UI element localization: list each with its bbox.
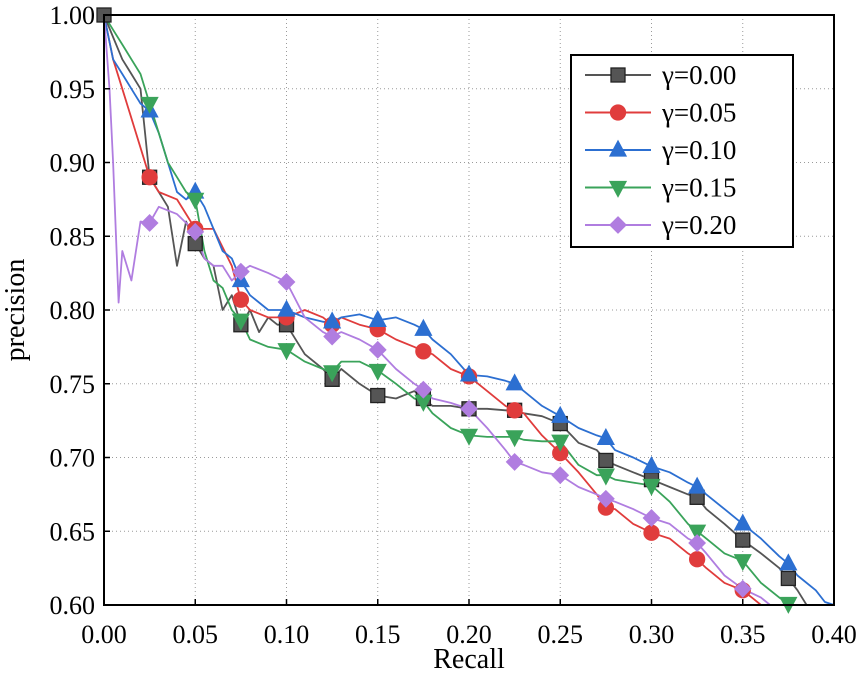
y-tick-label: 0.90 [50,149,96,178]
legend: γ=0.00 γ=0.05 γ=0.10 γ=0.15 γ=0.20 [570,54,794,248]
series-3-point [277,343,296,361]
series-4-point [596,489,615,508]
legend-label-0: γ=0.00 [661,60,736,90]
legend-marker-2 [608,139,628,157]
series-1-point [643,524,660,541]
series-0-point [370,387,386,404]
x-tick-label: 0.20 [446,620,492,649]
y-tick-label: 0.70 [50,444,96,473]
markers-group [96,7,798,614]
series-line-3 [104,15,789,605]
series-1-point [141,169,158,186]
series-3-point [140,96,159,114]
series-1-point [506,402,523,419]
series-3-point [459,428,479,446]
series-4-point [368,340,387,359]
series-4-point [642,509,661,527]
series-2-point [277,299,296,317]
series-4-point [414,380,433,399]
y-tick-label: 0.85 [50,222,96,251]
series-2-point [596,427,615,445]
legend-marker-4 [609,216,627,234]
series-4-point [323,327,342,346]
series-2-point [688,476,707,494]
y-tick-label: 0.65 [50,517,96,546]
series-3-point [231,313,250,331]
legend-label-3: γ=0.15 [661,173,736,203]
legend-label-4: γ=0.20 [661,210,736,240]
series-3-point [733,554,752,572]
series-0-point [735,532,751,548]
series-2-point [733,513,752,531]
series-2-point [505,373,524,391]
x-tick-label: 0.30 [629,620,675,649]
series-3-point [368,363,387,381]
legend-marker-1 [609,104,627,121]
series-line-4 [104,15,771,605]
x-tick-label: 0.35 [720,620,766,649]
legend-label-2: γ=0.10 [661,135,736,165]
series-2-point [414,318,433,336]
series-2-point [368,309,387,327]
y-tick-label: 0.60 [50,591,96,620]
series-1-point [688,551,706,568]
x-tick-label: 0.40 [811,620,857,649]
y-tick-label: 0.80 [50,296,96,325]
series-3-point [642,478,661,496]
y-tick-label: 0.75 [50,370,96,399]
series-2-point [459,364,479,382]
legend-marker-0 [610,67,626,83]
series-3-point [186,192,205,210]
series-3-point [505,430,524,448]
x-tick-label: 0.05 [173,620,219,649]
series-2-point [551,405,570,423]
series-4-point [460,399,478,418]
legend-marker-3 [608,180,628,198]
x-axis-title: Recall [433,644,505,675]
series-3-point [551,434,570,452]
x-tick-label: 0.25 [538,620,584,649]
legend-label-1: γ=0.05 [661,98,736,128]
series-3-point [688,524,707,542]
y-tick-label: 0.95 [50,75,96,104]
series-2-point [642,455,661,474]
series-1-point [415,343,432,360]
y-axis-title: precision [0,259,31,362]
series-4-point [688,534,707,552]
x-tick-label: 0.15 [355,620,401,649]
series-3-point [596,468,615,486]
series-4-point [231,262,250,281]
x-tick-label: 0.00 [81,620,127,649]
series-4-point [551,466,570,485]
y-tick-label: 1.00 [50,1,96,30]
series-4-point [186,222,205,241]
series-1-point [232,291,250,308]
tick-labels: 0.00 0.05 0.10 0.15 0.20 0.25 0.30 0.35 0.40 0.60… [50,1,857,649]
series-4-point [140,214,159,232]
series-4-point [277,273,296,291]
series-4-point [733,579,752,598]
series-2-point [779,553,798,571]
series-4-point [505,453,524,471]
series-0-point [780,570,797,587]
series-3-point [323,365,342,383]
x-tick-label: 0.10 [264,620,310,649]
series-0-point [598,452,614,469]
